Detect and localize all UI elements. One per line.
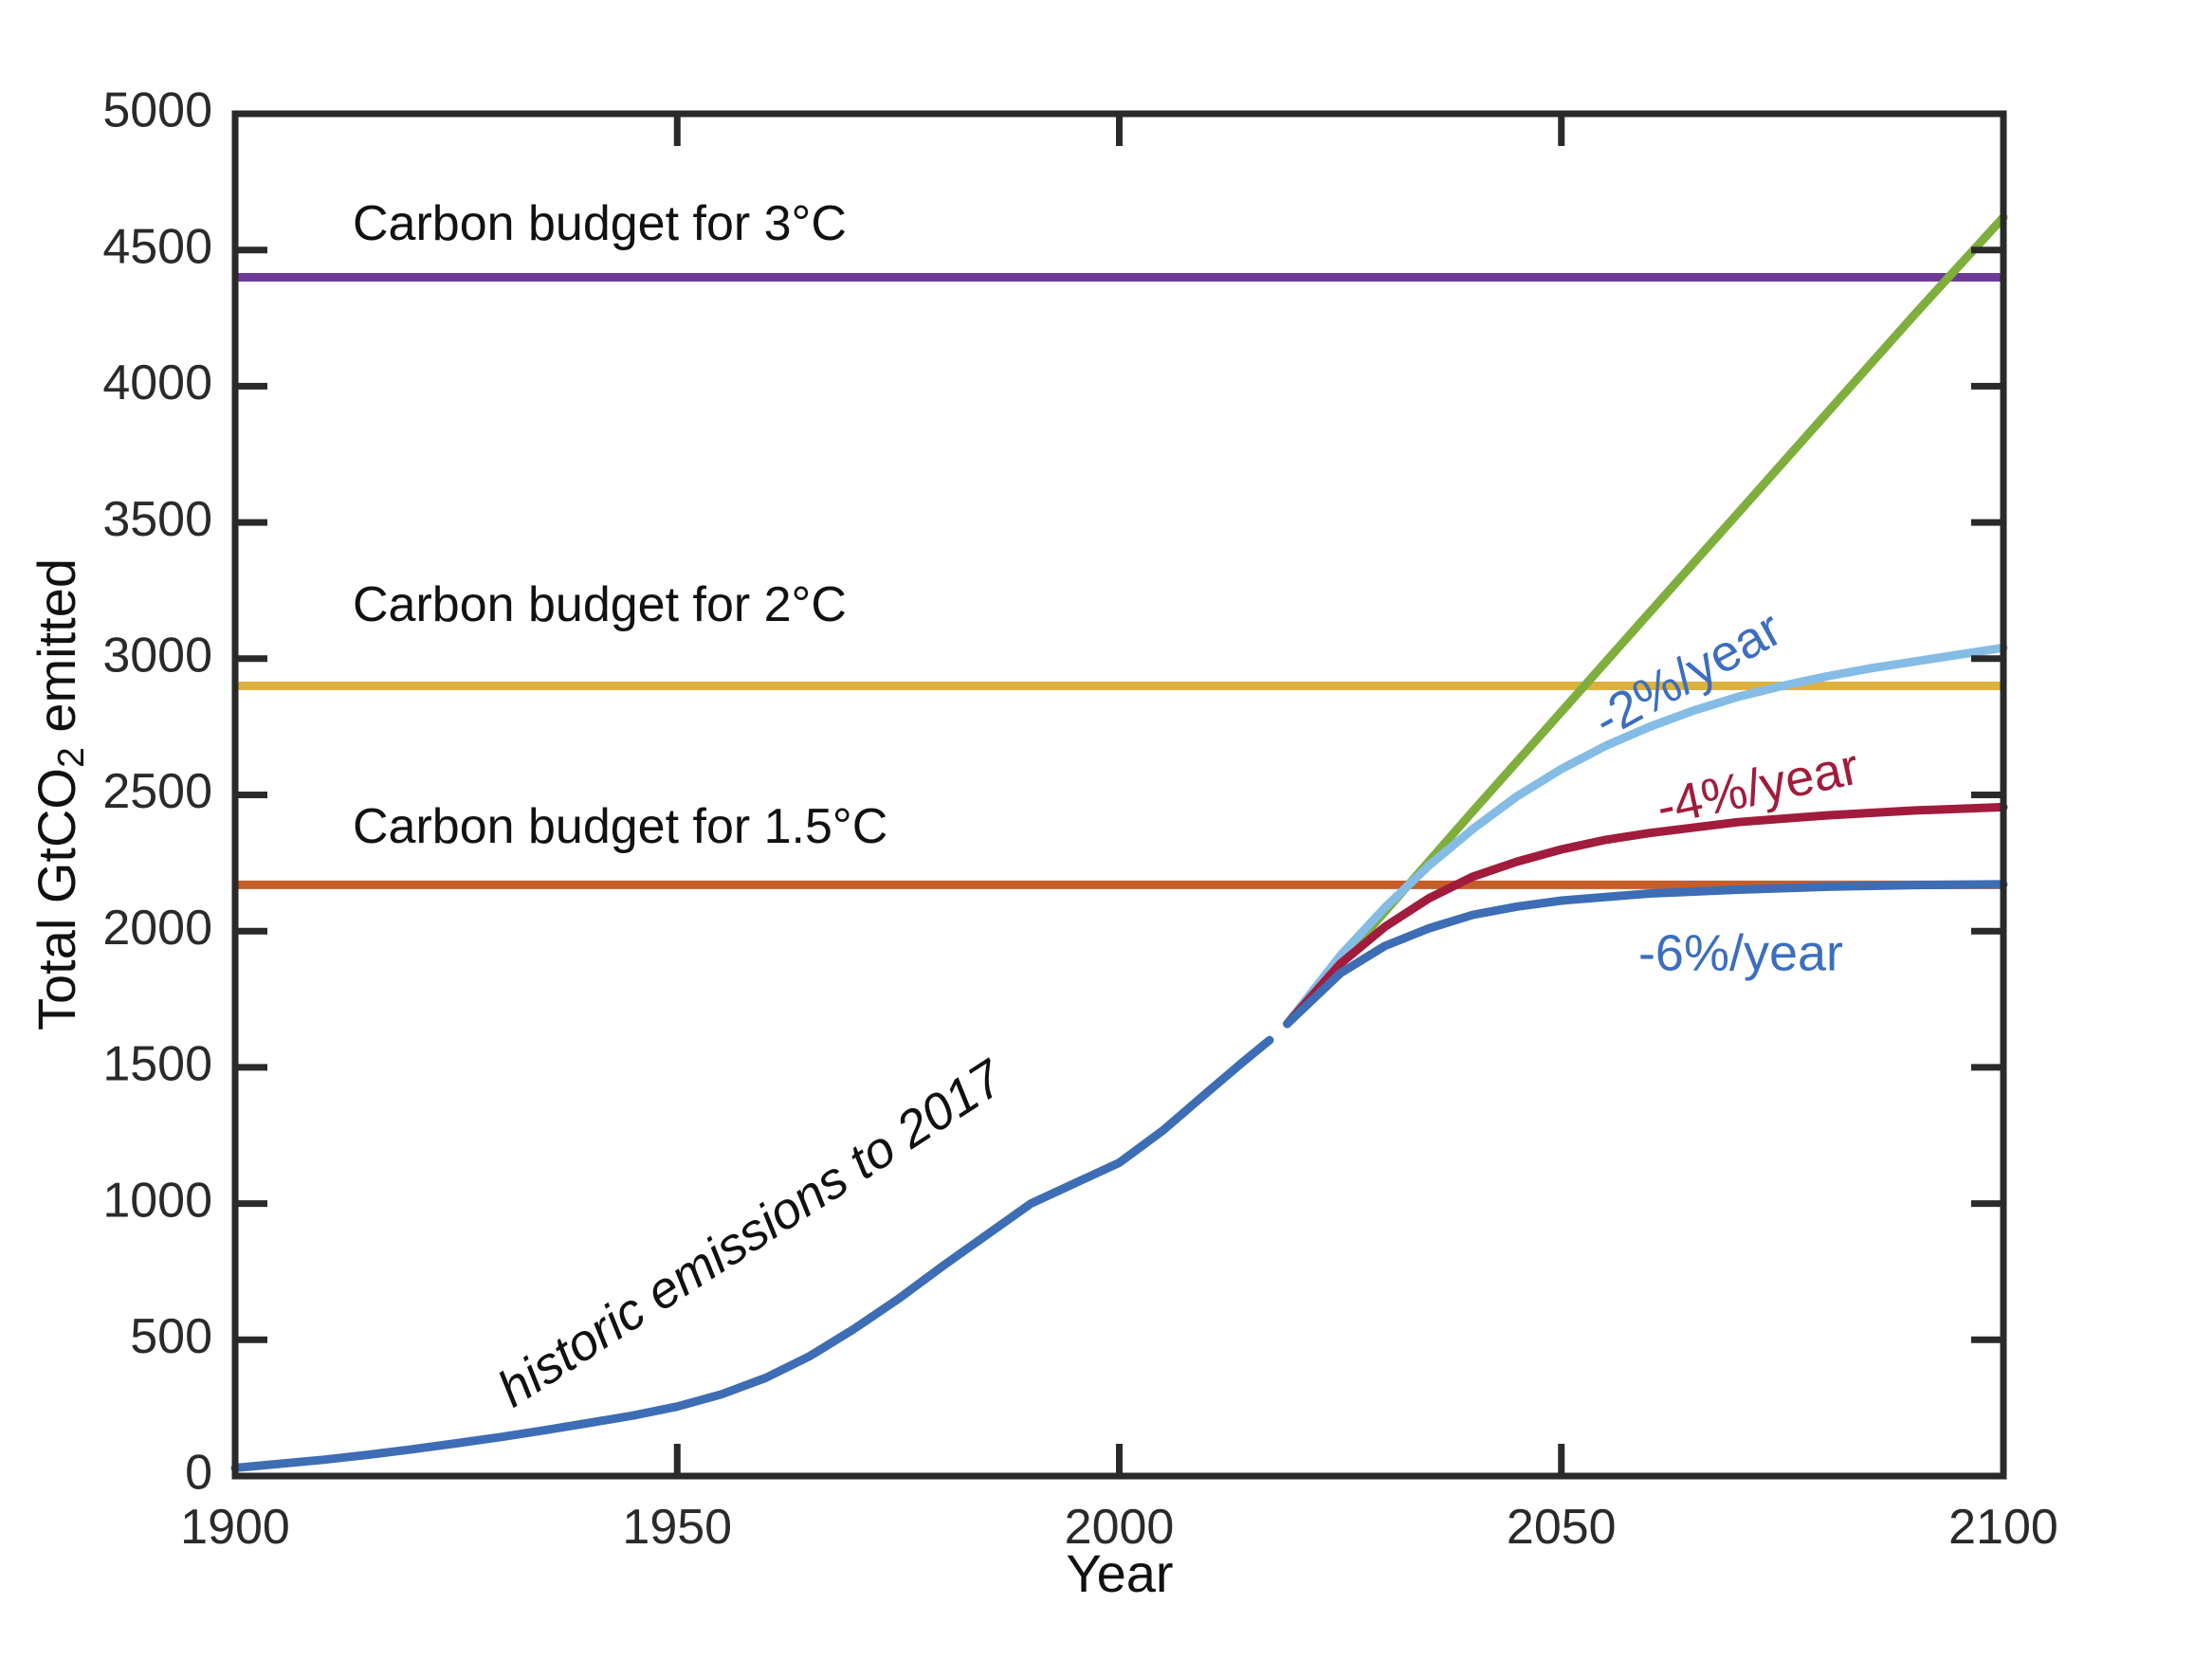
y-tick-label: 1000	[102, 1173, 212, 1228]
x-tick-label: 2050	[1507, 1500, 1617, 1555]
y-axis-label: Total GtCO2 emitted	[27, 558, 92, 1030]
series-minus6-per-year	[1283, 880, 2008, 1029]
x-tick-label: 2000	[1065, 1500, 1175, 1555]
y-tick-label: 4000	[102, 356, 212, 410]
series-minus2-per-year	[1283, 643, 2008, 1029]
y-tick-label: 3500	[102, 492, 212, 547]
x-axis-label: Year	[1066, 1543, 1174, 1604]
y-tick-label: 500	[130, 1309, 212, 1364]
annotation-carbon-budget-2c: Carbon budget for 2°C	[353, 577, 847, 632]
series-historic	[230, 1035, 1274, 1472]
y-axis-label-suffix: emitted	[27, 558, 87, 748]
y-tick-label: 5000	[102, 83, 212, 138]
annotation-minus6-per-year: -6%/year	[1637, 924, 1844, 982]
y-tick-label: 3000	[102, 629, 212, 684]
annotation-carbon-budget-3c: Carbon budget for 3°C	[353, 196, 847, 251]
y-axis-label-subscript: 2	[50, 747, 92, 769]
y-tick-label: 1500	[102, 1037, 212, 1092]
y-axis-label-prefix: Total GtCO	[27, 768, 87, 1030]
annotation-carbon-budget-1-5c: Carbon budget for 1.5°C	[353, 799, 888, 854]
x-tick-label: 1950	[622, 1500, 732, 1555]
y-tick-label: 4500	[102, 219, 212, 274]
x-tick-label: 2100	[1948, 1500, 2058, 1555]
y-tick-label: 2000	[102, 901, 212, 956]
y-tick-label: 2500	[102, 764, 212, 819]
x-tick-label: 1900	[180, 1500, 290, 1555]
y-tick-label: 0	[185, 1446, 212, 1501]
series-minus4-per-year	[1283, 802, 2008, 1029]
